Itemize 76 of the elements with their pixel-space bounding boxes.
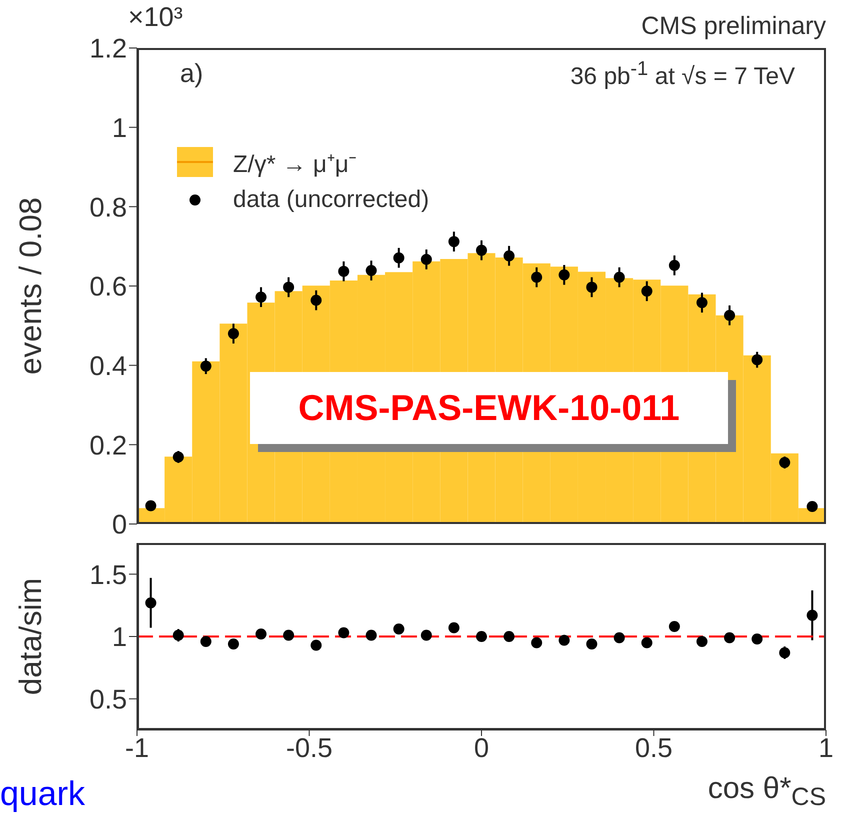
point bbox=[558, 634, 570, 646]
point bbox=[558, 269, 570, 280]
point bbox=[228, 328, 239, 340]
point bbox=[641, 637, 652, 648]
y-tick-label: 0.8 bbox=[89, 192, 127, 222]
point bbox=[668, 621, 680, 632]
point bbox=[779, 457, 790, 468]
point bbox=[145, 500, 156, 512]
point bbox=[724, 632, 736, 644]
point bbox=[200, 636, 212, 647]
point bbox=[531, 272, 542, 283]
y-tick-label: 0.6 bbox=[89, 272, 127, 302]
point bbox=[614, 272, 625, 283]
legend-label: data (uncorrected) bbox=[233, 186, 430, 214]
point bbox=[806, 501, 818, 512]
chart-title: CMS preliminary bbox=[641, 12, 826, 41]
point bbox=[420, 630, 432, 641]
point bbox=[393, 252, 404, 264]
point bbox=[338, 266, 350, 277]
text: ×10³ bbox=[128, 2, 183, 33]
annotation: a) bbox=[180, 58, 204, 89]
point bbox=[172, 451, 184, 462]
y-tick-label: 0 bbox=[112, 510, 127, 540]
point bbox=[256, 628, 267, 640]
point bbox=[172, 630, 184, 641]
point bbox=[696, 636, 708, 647]
y-axis-title: events / 0.08 bbox=[13, 197, 48, 375]
x-tick-label: -1 bbox=[124, 733, 150, 764]
point bbox=[448, 236, 460, 248]
x-tick-label: 0 bbox=[474, 733, 490, 764]
point bbox=[310, 294, 322, 306]
x-tick-label: -0.5 bbox=[286, 733, 333, 764]
point bbox=[283, 282, 294, 293]
annotation: CMS-PAS-EWK-10-011 bbox=[250, 372, 728, 444]
point bbox=[283, 630, 294, 641]
point bbox=[586, 638, 598, 650]
point bbox=[641, 286, 652, 297]
point bbox=[806, 610, 818, 621]
point bbox=[145, 597, 156, 608]
point bbox=[752, 354, 763, 366]
point bbox=[310, 640, 322, 651]
point bbox=[366, 630, 377, 641]
point bbox=[504, 250, 515, 262]
annotation: 36 pb$^{-1}$ at √s = 7 TeV bbox=[570, 58, 795, 91]
point bbox=[586, 282, 598, 293]
point bbox=[228, 638, 239, 650]
legend-label: Z/γ* → μ⁺μ⁻ bbox=[233, 150, 357, 178]
point bbox=[393, 624, 404, 635]
point bbox=[504, 631, 515, 642]
x-axis-title: cos θ*$_{CS}$ bbox=[708, 772, 826, 812]
point bbox=[779, 647, 790, 658]
point bbox=[338, 627, 350, 638]
text: quark bbox=[0, 775, 86, 814]
point bbox=[256, 292, 267, 303]
x-tick-label: 1 bbox=[818, 733, 834, 764]
point bbox=[614, 632, 625, 644]
point bbox=[531, 637, 542, 648]
y-tick-label: 1.2 bbox=[89, 34, 127, 64]
y-tick-label: 0.5 bbox=[89, 684, 127, 714]
point bbox=[200, 360, 212, 372]
point bbox=[448, 622, 460, 634]
point bbox=[668, 260, 680, 271]
point bbox=[366, 265, 377, 276]
point bbox=[476, 631, 487, 642]
point bbox=[420, 254, 432, 265]
y-axis-title: data/sim bbox=[13, 578, 48, 696]
y-tick-label: 0.2 bbox=[89, 430, 127, 460]
point bbox=[752, 633, 763, 644]
point bbox=[476, 244, 487, 256]
y-tick-label: 0.4 bbox=[89, 350, 127, 381]
x-tick-label: 0.5 bbox=[634, 733, 673, 764]
y-tick-label: 1 bbox=[112, 622, 127, 652]
y-tick-label: 1 bbox=[112, 112, 127, 143]
point bbox=[696, 297, 708, 308]
point bbox=[724, 310, 736, 321]
y-tick-label: 1.5 bbox=[89, 560, 127, 590]
